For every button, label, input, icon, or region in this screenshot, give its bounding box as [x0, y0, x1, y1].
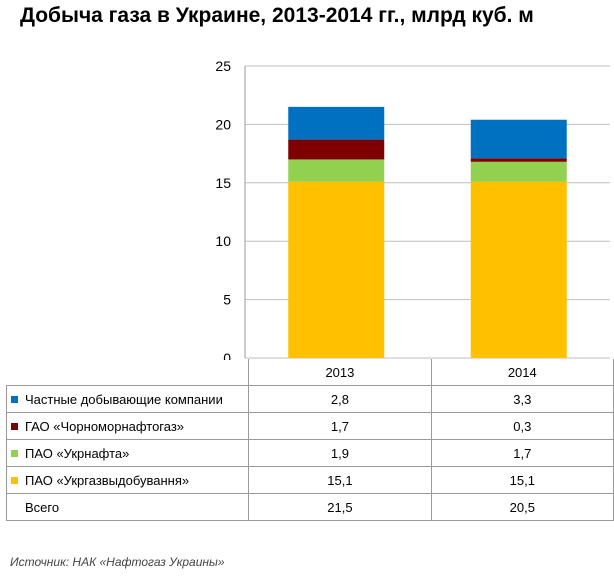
bar-segment — [288, 159, 385, 182]
total-label: Всего — [5, 493, 250, 521]
data-label: 3,3 — [430, 385, 614, 413]
data-label: 1,7 — [248, 412, 432, 440]
data-table: 2013 2014 Частные добывающие компании 2,8 3,… — [5, 359, 614, 521]
y-tick-label: 10 — [215, 233, 231, 249]
table-header-row: 2013 2014 — [6, 359, 614, 386]
legend-label: ПАО «Укрнафта» — [25, 445, 130, 461]
table-row: ПАО «Укрнафта» 1,9 1,7 — [5, 439, 614, 467]
y-tick-label: 25 — [215, 58, 231, 74]
data-label: 1,9 — [248, 439, 432, 467]
y-tick-label: 15 — [215, 175, 231, 191]
legend-entry: Частные добывающие компании — [5, 385, 250, 413]
table-row: ПАО «Укргазвыдобування» 15,1 15,1 — [5, 466, 614, 494]
legend-entry: ПАО «Укргазвыдобування» — [5, 466, 250, 494]
data-label: 15,1 — [430, 466, 614, 494]
legend-swatch — [11, 395, 18, 403]
total-value: 21,5 — [248, 493, 432, 521]
bar-segment — [288, 106, 385, 140]
data-label: 2,8 — [248, 385, 432, 413]
legend-label: ПАО «Укргазвыдобування» — [25, 472, 190, 488]
table-row-total: Всего 21,5 20,5 — [5, 493, 614, 521]
legend-swatch — [11, 476, 18, 484]
bar-segment — [470, 158, 567, 162]
source-note: Источник: НАК «Нафтогаз Украины» — [10, 555, 225, 569]
table-row: ГАО «Чорноморнафтогаз» 1,7 0,3 — [5, 412, 614, 440]
bar-segment — [288, 181, 385, 358]
table-corner — [6, 359, 250, 386]
bar-segment — [470, 181, 567, 358]
data-label: 0,3 — [430, 412, 614, 440]
total-label-text: Всего — [25, 499, 60, 515]
legend-swatch — [11, 422, 18, 430]
legend-entry: ГАО «Чорноморнафтогаз» — [5, 412, 250, 440]
y-tick-label: 0 — [223, 350, 231, 360]
x-tick-label: 2013 — [248, 359, 432, 386]
legend-swatch — [11, 449, 18, 457]
chart-plot: 0 5 10 15 20 25 — [215, 58, 610, 360]
bar-segment — [470, 119, 567, 159]
total-value: 20,5 — [430, 493, 614, 521]
table-row: Частные добывающие компании 2,8 3,3 — [5, 385, 614, 413]
legend-entry: ПАО «Укрнафта» — [5, 439, 250, 467]
data-label: 1,7 — [430, 439, 614, 467]
x-tick-label: 2014 — [430, 359, 614, 386]
chart-title: Добыча газа в Украине, 2013-2014 гг., мл… — [20, 4, 534, 27]
legend-label: ГАО «Чорноморнафтогаз» — [25, 418, 185, 434]
data-label: 15,1 — [248, 466, 432, 494]
y-tick-label: 5 — [223, 292, 231, 308]
bar-segment — [470, 161, 567, 182]
legend-label: Частные добывающие компании — [25, 391, 223, 407]
y-tick-label: 20 — [215, 116, 231, 132]
bar-segment — [288, 139, 385, 160]
